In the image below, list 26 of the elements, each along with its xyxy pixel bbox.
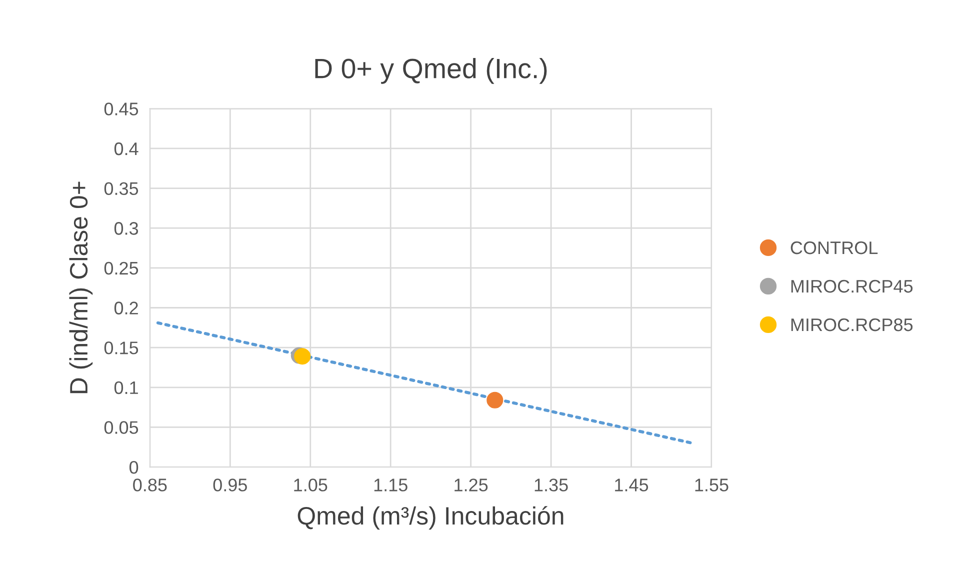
y-tick-label: 0.05 bbox=[104, 421, 138, 434]
x-tick-label: 1.05 bbox=[294, 478, 328, 492]
y-tick-label: 0.4 bbox=[114, 142, 138, 156]
chart-title: D 0+ y Qmed (Inc.) bbox=[315, 58, 547, 84]
y-tick-label: 0.15 bbox=[104, 342, 138, 354]
y-tick-label: 0.3 bbox=[114, 222, 138, 235]
point bbox=[486, 392, 504, 408]
legend-label: MIROC.RCP85 bbox=[791, 318, 913, 332]
y-tick-label: 0.1 bbox=[114, 381, 138, 394]
y-tick-label: 0 bbox=[129, 460, 138, 474]
y-tick-label: 0.25 bbox=[104, 262, 138, 275]
x-axis-title: Qmed (m³/s) Incubación bbox=[298, 506, 564, 530]
y-tick-label: 0.2 bbox=[114, 302, 138, 314]
x-tick-label: 0.85 bbox=[133, 478, 167, 492]
y-tick-label: 0.35 bbox=[104, 182, 138, 196]
x-tick-label: 1.55 bbox=[695, 478, 728, 492]
y-tick-label: 0.45 bbox=[104, 102, 138, 116]
y-axis-title: D (ind/ml) Clase 0+ bbox=[69, 182, 93, 394]
x-tick-label: 1.25 bbox=[454, 478, 488, 492]
legend-label: CONTROL bbox=[790, 241, 878, 254]
x-tick-label: 1.35 bbox=[534, 478, 568, 492]
x-tick-label: 0.95 bbox=[213, 478, 247, 492]
x-tick-label: 1.15 bbox=[374, 478, 408, 492]
legend-label: MIROC.RCP45 bbox=[791, 280, 913, 293]
point bbox=[294, 348, 311, 365]
x-tick-label: 1.45 bbox=[615, 478, 648, 492]
